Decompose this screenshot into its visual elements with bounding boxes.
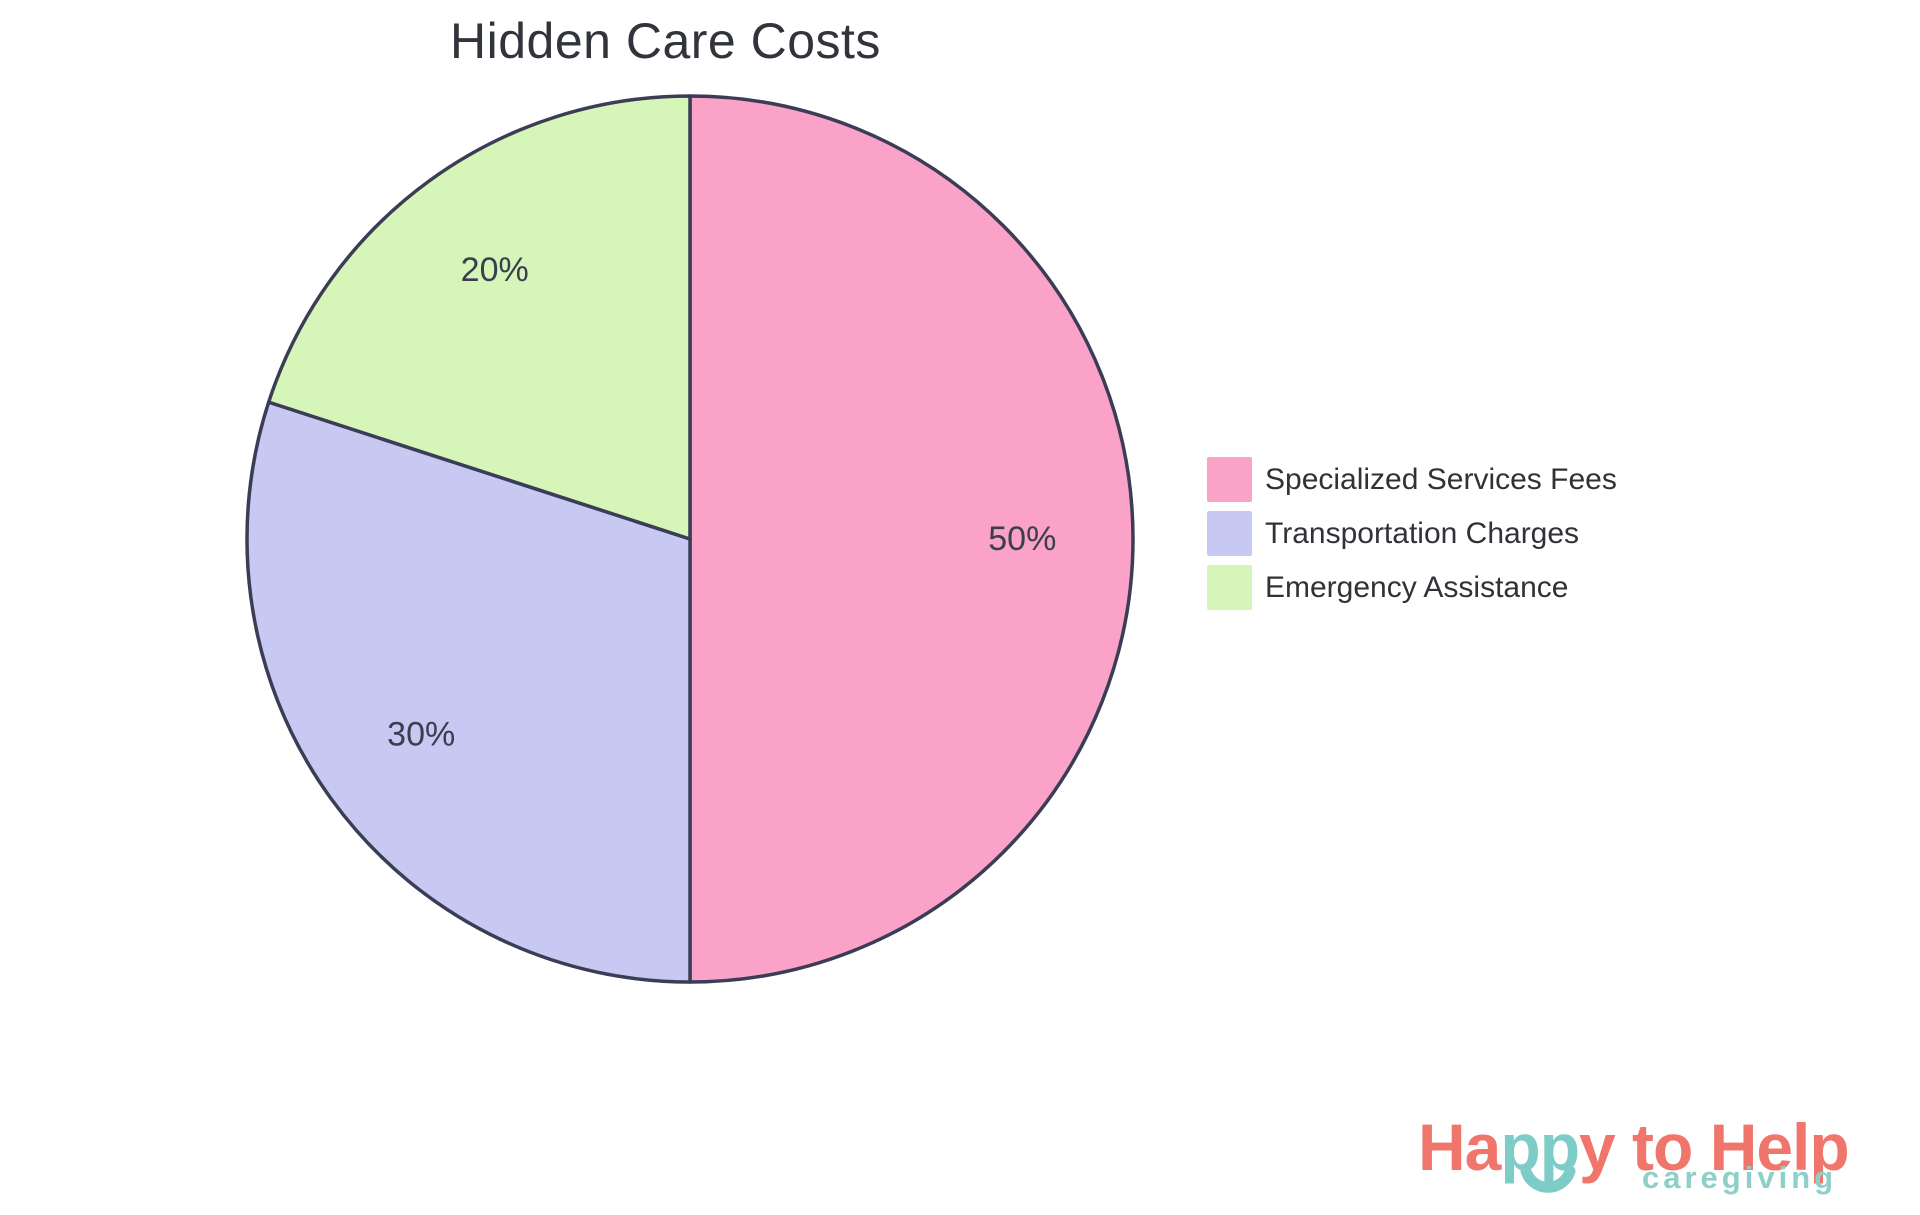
legend-item-2: Emergency Assistance <box>1207 565 1617 610</box>
pie-slice-0 <box>688 94 1135 984</box>
slice-label-1: 30% <box>387 715 455 753</box>
legend-label-0: Specialized Services Fees <box>1265 462 1617 496</box>
legend-item-0: Specialized Services Fees <box>1207 457 1617 502</box>
legend-label-2: Emergency Assistance <box>1265 570 1569 604</box>
smile-icon <box>1520 1167 1576 1193</box>
logo-subtitle: caregiving <box>1642 1160 1838 1195</box>
pie-slice-2 <box>266 94 692 541</box>
legend-swatch-2 <box>1207 565 1252 610</box>
pie-slice-1 <box>245 400 692 984</box>
slice-label-0: 50% <box>988 520 1056 558</box>
legend-swatch-1 <box>1207 511 1252 556</box>
legend-swatch-0 <box>1207 457 1252 502</box>
logo-segment-2: y to Help <box>1579 1110 1850 1184</box>
chart-title: Hidden Care Costs <box>450 13 881 69</box>
legend-item-1: Transportation Charges <box>1207 511 1617 556</box>
legend: Specialized Services Fees Transportation … <box>1207 457 1617 610</box>
legend-label-1: Transportation Charges <box>1265 516 1580 550</box>
logo-segment-0: Ha <box>1418 1110 1501 1184</box>
slice-label-2: 20% <box>461 251 529 289</box>
